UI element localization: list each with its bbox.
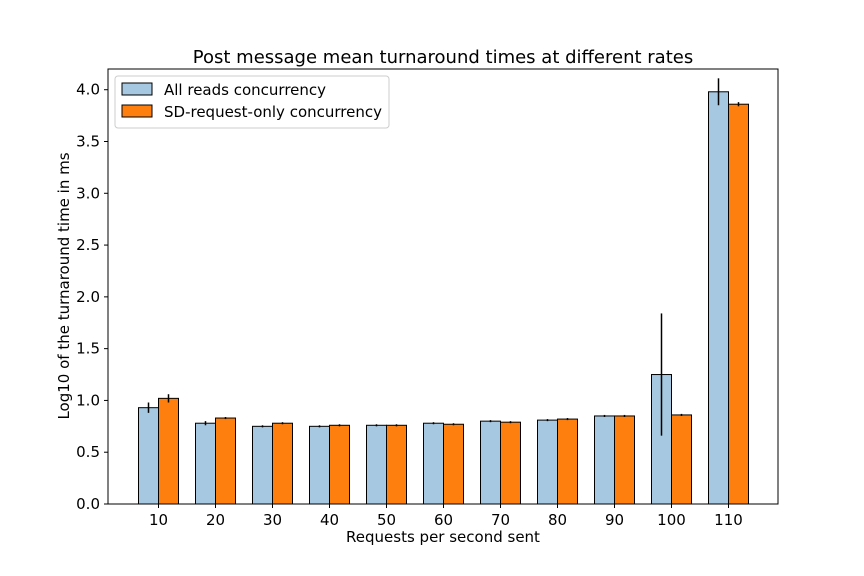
y-tick-label: 0.5 — [76, 443, 100, 461]
bar-all-reads-90 — [594, 415, 615, 505]
y-tick-label: 0.0 — [76, 495, 100, 513]
bar-all-reads-10 — [138, 407, 159, 505]
bars-layer — [138, 91, 749, 505]
bar-sd-request-only-60 — [443, 423, 464, 505]
x-tick-label: 50 — [377, 511, 396, 529]
legend-swatch-all-reads — [121, 82, 153, 96]
bar-all-reads-110 — [708, 91, 729, 505]
chart-title: Post message mean turnaround times at di… — [193, 47, 693, 68]
bar-sd-request-only-20 — [215, 417, 236, 505]
legend-label-all-reads: All reads concurrency — [164, 81, 326, 99]
y-tick-label: 1.0 — [76, 391, 100, 409]
bar-sd-request-only-50 — [386, 424, 407, 505]
y-tick-label: 3.5 — [76, 133, 100, 151]
x-axis-title: Requests per second sent — [346, 528, 540, 546]
y-tick-label: 4.0 — [76, 81, 100, 99]
bar-sd-request-only-80 — [557, 418, 578, 505]
x-tick-label: 70 — [491, 511, 510, 529]
x-tick-label: 60 — [434, 511, 453, 529]
y-axis-title: Log10 of the turnaround time in ms — [55, 152, 73, 419]
y-tick-label: 1.5 — [76, 340, 100, 358]
y-tick-label: 2.5 — [76, 236, 100, 254]
x-tick-label: 20 — [206, 511, 225, 529]
bar-sd-request-only-30 — [272, 422, 293, 505]
legend: All reads concurrency SD-request-only co… — [114, 75, 390, 129]
bar-all-reads-50 — [366, 424, 387, 505]
bar-sd-request-only-100 — [671, 414, 692, 505]
bar-sd-request-only-70 — [500, 421, 521, 505]
bar-all-reads-70 — [480, 420, 501, 505]
bar-sd-request-only-90 — [614, 415, 635, 505]
x-axis: 10 20 30 40 50 60 70 80 90 100 110 — [149, 504, 743, 529]
bar-sd-request-only-40 — [329, 424, 350, 505]
bar-all-reads-20 — [195, 422, 216, 505]
bar-sd-request-only-110 — [728, 103, 749, 505]
y-axis: 0.0 0.5 1.0 1.5 2.0 2.5 3.0 3.5 4.0 — [76, 81, 108, 513]
x-tick-label: 10 — [149, 511, 168, 529]
x-tick-label: 40 — [320, 511, 339, 529]
x-tick-label: 30 — [263, 511, 282, 529]
bar-all-reads-30 — [252, 425, 273, 505]
x-tick-label: 100 — [657, 511, 686, 529]
bar-all-reads-80 — [537, 419, 558, 505]
error-bars-layer — [147, 78, 740, 436]
bar-all-reads-60 — [423, 422, 444, 505]
legend-frame — [114, 75, 390, 129]
bar-sd-request-only-10 — [158, 397, 179, 505]
x-tick-label: 80 — [548, 511, 567, 529]
y-tick-label: 2.0 — [76, 288, 100, 306]
legend-swatch-sd-request-only — [121, 104, 153, 118]
bar-all-reads-40 — [309, 425, 330, 505]
x-tick-label: 90 — [605, 511, 624, 529]
legend-label-sd-request-only: SD-request-only concurrency — [164, 103, 382, 121]
x-tick-label: 110 — [714, 511, 743, 529]
y-tick-label: 3.0 — [76, 184, 100, 202]
